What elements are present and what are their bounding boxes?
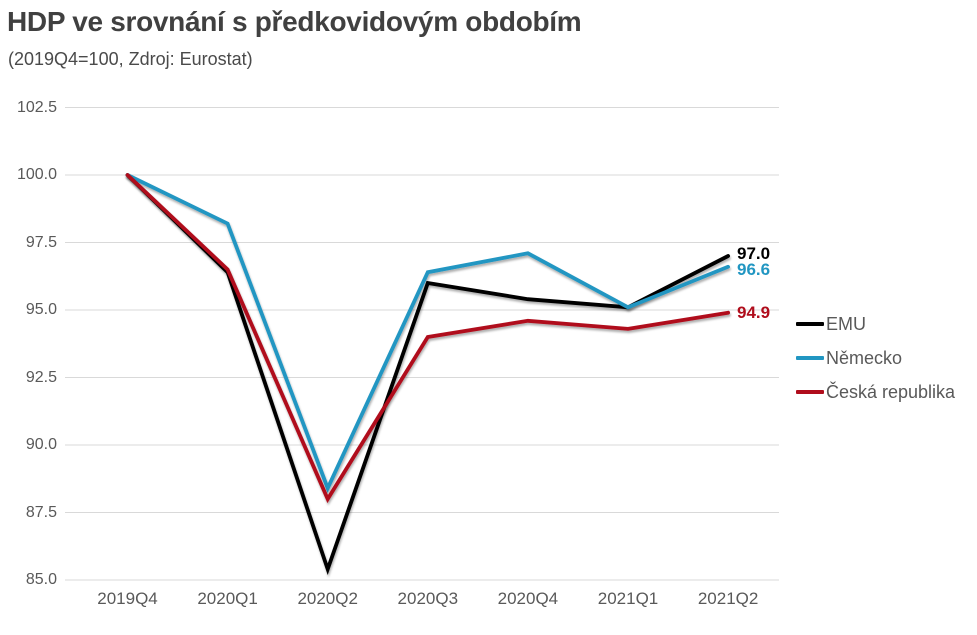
x-tick-label: 2021Q2 [697, 589, 759, 608]
x-tick-label: 2021Q1 [597, 589, 659, 608]
legend: EMU Německo Česká republika [796, 307, 955, 409]
legend-item: Německo [796, 341, 955, 375]
legend-swatch-icon [796, 390, 824, 394]
y-tick-label: 90.0 [25, 436, 57, 453]
y-tick-label: 92.5 [25, 368, 57, 386]
series-line-0 [125, 173, 730, 576]
series-end-label: 97.0 [737, 244, 771, 263]
x-tick-label: 2020Q2 [297, 589, 358, 608]
y-tick-label: 102.5 [16, 98, 57, 116]
y-tick-label: 85.0 [25, 571, 57, 588]
legend-item: EMU [796, 307, 955, 341]
y-tick-label: 100.0 [16, 166, 57, 183]
x-tick-label: 2020Q3 [397, 589, 459, 608]
y-tick-label: 87.5 [25, 503, 57, 521]
legend-label: EMU [826, 313, 866, 334]
legend-label: Česká republika [826, 381, 956, 402]
y-tick-label: 97.5 [25, 233, 57, 251]
series-end-label: 96.6 [737, 259, 771, 279]
series-end-label: 94.9 [737, 302, 771, 322]
legend-swatch-icon [796, 356, 824, 360]
x-tick-label: 2020Q4 [497, 589, 559, 608]
x-tick-label: 2020Q1 [197, 589, 258, 608]
legend-item: Česká republika [796, 375, 955, 409]
series-line-1 [125, 173, 730, 494]
chart-title: HDP ve srovnání s předkovidovým obdobím [7, 6, 582, 37]
series-line-2 [125, 173, 730, 504]
legend-label: Německo [826, 347, 903, 368]
x-tick-label: 2019Q4 [97, 589, 158, 608]
y-tick-label: 95.0 [25, 301, 57, 318]
legend-swatch-icon [796, 322, 824, 326]
chart-subtitle: (2019Q4=100, Zdroj: Eurostat) [8, 49, 253, 69]
